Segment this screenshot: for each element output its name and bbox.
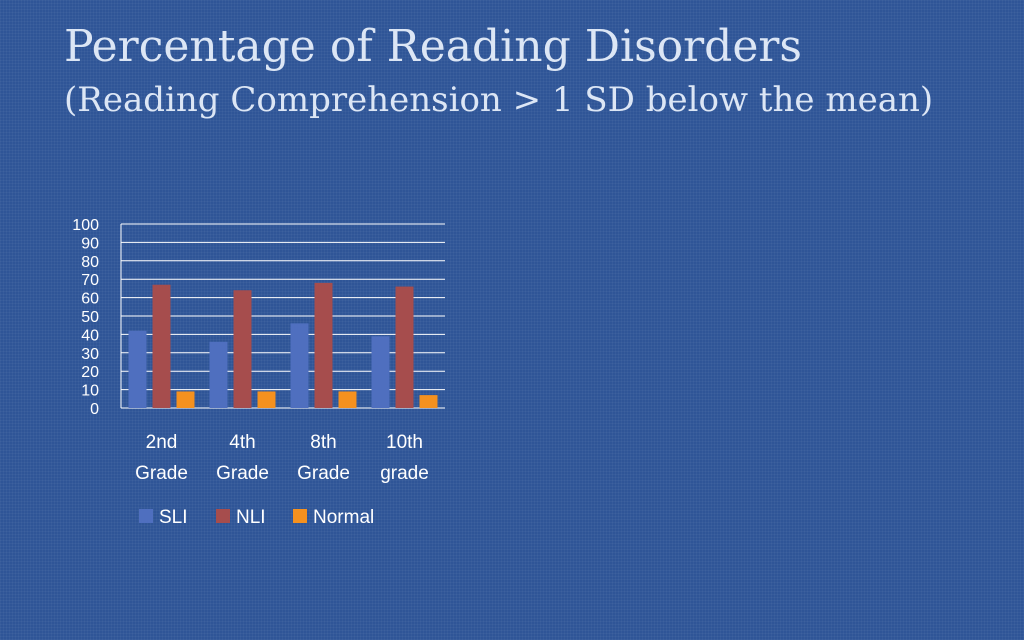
legend-label-sli: SLI bbox=[159, 507, 188, 528]
y-tick-label: 30 bbox=[81, 346, 99, 363]
x-tick-label: 4th bbox=[229, 432, 255, 453]
y-tick-label: 10 bbox=[81, 383, 99, 400]
bar-nli bbox=[314, 282, 333, 408]
y-tick-label: 100 bbox=[72, 217, 99, 234]
x-tick-label: Grade bbox=[135, 463, 188, 484]
legend-swatch-sli bbox=[139, 509, 153, 523]
x-tick-label: 8th bbox=[310, 432, 336, 453]
bar-normal bbox=[338, 391, 357, 408]
legend-label-nli: NLI bbox=[236, 507, 266, 528]
x-tick-label: Grade bbox=[297, 463, 350, 484]
y-tick-label: 40 bbox=[81, 327, 99, 344]
x-tick-label: 10th bbox=[386, 432, 423, 453]
legend-label-normal: Normal bbox=[313, 507, 374, 528]
bar-normal bbox=[257, 391, 276, 408]
bar-sli bbox=[209, 341, 228, 408]
chart-subtitle: (Reading Comprehension > 1 SD below the … bbox=[64, 79, 934, 120]
y-tick-label: 80 bbox=[81, 254, 99, 271]
slide-title: Percentage of Reading Disorders (Reading… bbox=[64, 21, 934, 120]
bar-sli bbox=[290, 323, 309, 408]
bar-sli bbox=[128, 330, 147, 408]
legend-swatch-normal bbox=[293, 509, 307, 523]
bar-nli bbox=[233, 290, 252, 408]
y-tick-label: 90 bbox=[81, 235, 99, 252]
chart-title: Percentage of Reading Disorders bbox=[64, 21, 802, 72]
x-tick-label: Grade bbox=[216, 463, 269, 484]
y-tick-label: 50 bbox=[81, 309, 99, 326]
bar-sli bbox=[371, 336, 390, 408]
legend-swatch-nli bbox=[216, 509, 230, 523]
bar-normal bbox=[419, 395, 438, 408]
y-tick-label: 0 bbox=[90, 401, 99, 418]
bar-normal bbox=[176, 391, 195, 408]
y-tick-label: 20 bbox=[81, 364, 99, 381]
y-tick-label: 60 bbox=[81, 291, 99, 308]
bar-nli bbox=[395, 286, 414, 408]
y-tick-label: 70 bbox=[81, 272, 99, 289]
bar-nli bbox=[152, 284, 171, 408]
x-tick-label: 2nd bbox=[146, 432, 178, 453]
x-tick-label: grade bbox=[380, 463, 429, 484]
